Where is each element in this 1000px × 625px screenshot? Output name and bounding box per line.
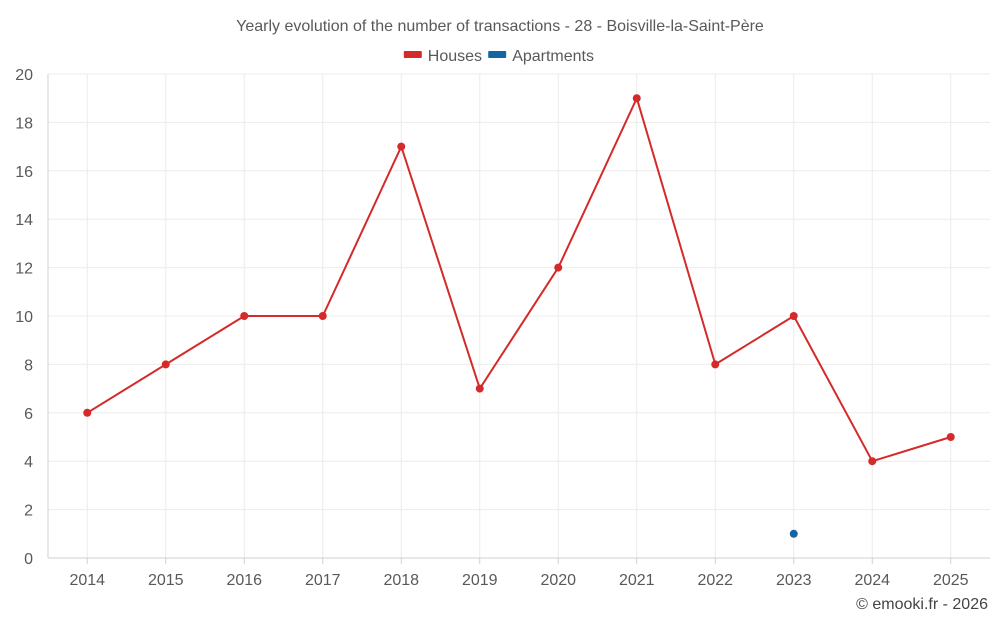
- x-tick-label: 2020: [540, 572, 576, 589]
- y-tick-label: 18: [15, 115, 33, 132]
- y-tick-label: 14: [15, 212, 33, 229]
- data-point-houses[interactable]: [83, 408, 92, 417]
- legend-label: Apartments: [512, 48, 594, 65]
- y-tick-label: 16: [15, 164, 33, 181]
- series-layer: [83, 94, 955, 538]
- legend-item-houses[interactable]: Houses: [403, 48, 482, 65]
- credit-text: © emooki.fr - 2026: [856, 596, 988, 613]
- y-tick-label: 10: [15, 309, 33, 326]
- series-line-houses: [86, 97, 952, 463]
- data-point-houses[interactable]: [475, 384, 484, 393]
- data-point-houses[interactable]: [789, 312, 798, 320]
- y-tick-label: 6: [24, 406, 33, 423]
- x-tick-label: 2015: [148, 572, 184, 589]
- y-tick-label: 4: [24, 454, 33, 471]
- x-tick-label: 2021: [619, 572, 655, 589]
- x-tick-label: 2025: [933, 572, 969, 589]
- data-point-houses[interactable]: [240, 312, 249, 320]
- y-tick-label: 8: [24, 357, 33, 374]
- grid: [48, 73, 990, 558]
- y-tick-label: 2: [24, 503, 33, 520]
- x-tick-label: 2017: [305, 572, 341, 589]
- y-tick-label: 0: [24, 551, 33, 568]
- data-point-houses[interactable]: [318, 312, 327, 320]
- data-point-houses[interactable]: [161, 360, 170, 369]
- data-point-houses[interactable]: [946, 433, 955, 441]
- x-tick-label: 2022: [697, 572, 733, 589]
- legend-label: Houses: [428, 48, 482, 65]
- data-point-houses[interactable]: [632, 94, 641, 103]
- y-tick-label: 12: [15, 261, 33, 278]
- x-tick-label: 2016: [226, 572, 262, 589]
- legend[interactable]: Houses Apartments: [403, 48, 594, 65]
- legend-item-apartments[interactable]: Apartments: [488, 48, 594, 65]
- data-point-houses[interactable]: [868, 457, 877, 466]
- y-tick-label: 20: [15, 67, 33, 84]
- data-point-apartments[interactable]: [789, 529, 798, 538]
- legend-swatch: [403, 51, 422, 58]
- x-tick-label: 2018: [383, 572, 419, 589]
- x-tick-label: 2014: [69, 572, 105, 589]
- data-point-houses[interactable]: [711, 360, 720, 369]
- data-point-houses[interactable]: [554, 263, 563, 272]
- chart-title: Yearly evolution of the number of transa…: [236, 18, 764, 35]
- axes: 0 2 4 6 8 10 12 14 16 18 20 2014 2015 2016 2017 2018 201…: [15, 67, 990, 589]
- x-tick-label: 2019: [462, 572, 498, 589]
- data-point-houses[interactable]: [397, 142, 406, 151]
- legend-swatch: [488, 51, 507, 58]
- x-tick-label: 2024: [854, 572, 890, 589]
- x-tick-label: 2023: [776, 572, 812, 589]
